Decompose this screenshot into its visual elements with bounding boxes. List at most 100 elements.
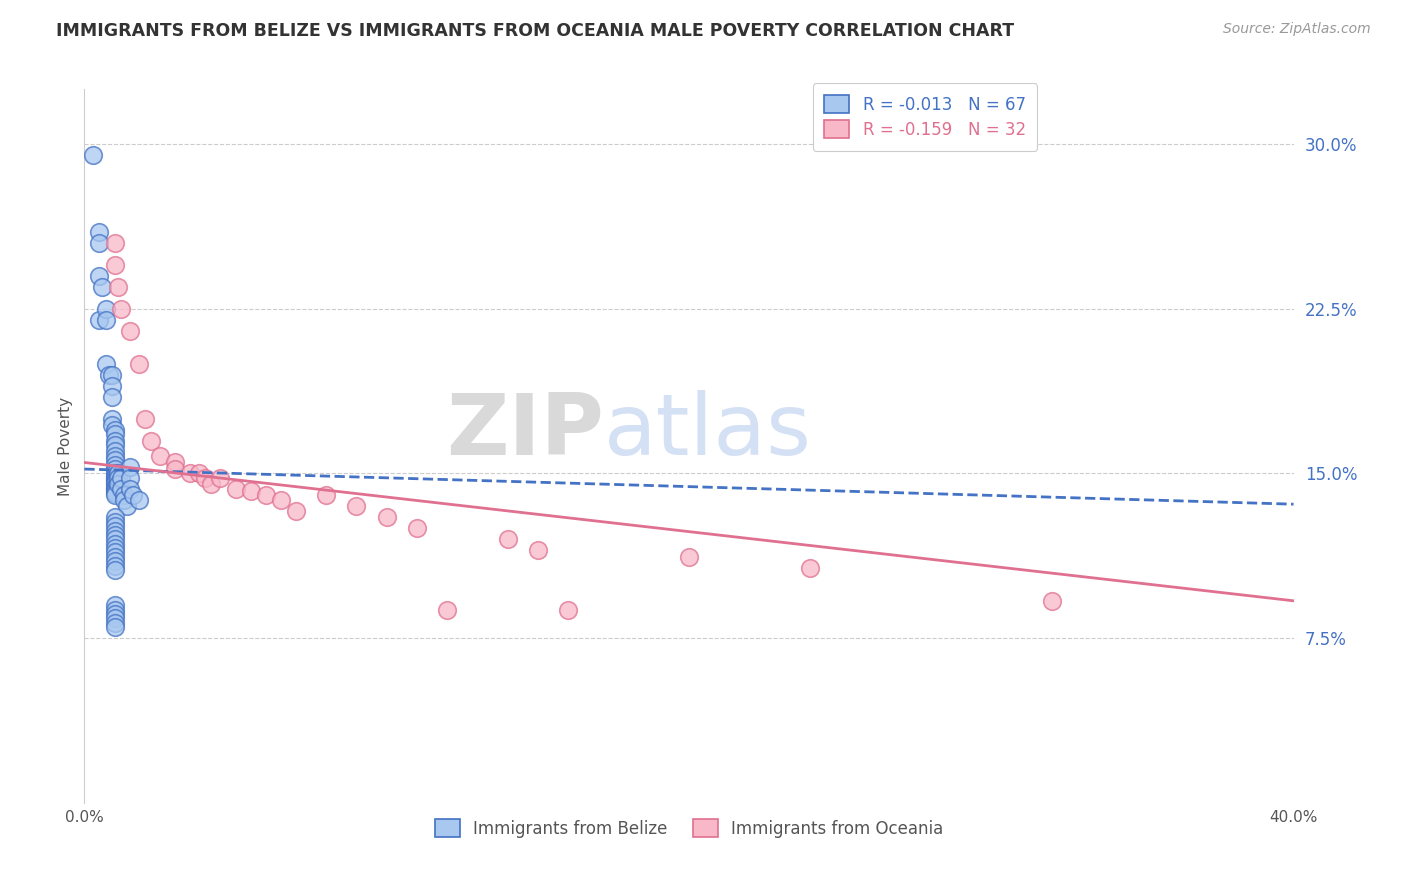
- Point: [104, 563, 127, 577]
- Point: [194, 471, 217, 485]
- Point: [315, 488, 337, 502]
- Point: [104, 515, 127, 529]
- Point: [115, 500, 138, 514]
- Point: [104, 549, 127, 564]
- Text: atlas: atlas: [605, 390, 813, 474]
- Point: [107, 280, 129, 294]
- Text: Source: ZipAtlas.com: Source: ZipAtlas.com: [1223, 22, 1371, 37]
- Point: [527, 543, 550, 558]
- Point: [104, 462, 127, 476]
- Point: [104, 541, 127, 555]
- Point: [91, 280, 114, 294]
- Point: [107, 471, 129, 485]
- Point: [104, 235, 127, 250]
- Point: [128, 357, 150, 371]
- Point: [104, 554, 127, 568]
- Point: [100, 418, 122, 433]
- Point: [94, 312, 117, 326]
- Point: [94, 301, 117, 316]
- Point: [346, 500, 368, 514]
- Point: [104, 533, 127, 547]
- Point: [209, 471, 232, 485]
- Point: [104, 482, 127, 496]
- Text: IMMIGRANTS FROM BELIZE VS IMMIGRANTS FROM OCEANIA MALE POVERTY CORRELATION CHART: IMMIGRANTS FROM BELIZE VS IMMIGRANTS FRO…: [56, 22, 1014, 40]
- Point: [104, 611, 127, 625]
- Point: [139, 434, 162, 448]
- Point: [225, 482, 247, 496]
- Point: [128, 492, 150, 507]
- Point: [89, 225, 111, 239]
- Point: [165, 462, 187, 476]
- Point: [104, 477, 127, 491]
- Point: [104, 438, 127, 452]
- Point: [104, 545, 127, 559]
- Point: [89, 312, 111, 326]
- Point: [200, 477, 222, 491]
- Point: [104, 467, 127, 481]
- Point: [104, 620, 127, 634]
- Point: [104, 598, 127, 612]
- Point: [89, 268, 111, 283]
- Point: [118, 459, 141, 474]
- Point: [239, 483, 262, 498]
- Point: [104, 480, 127, 494]
- Point: [270, 492, 292, 507]
- Point: [97, 368, 120, 382]
- Point: [134, 411, 156, 425]
- Point: [118, 471, 141, 485]
- Point: [104, 615, 127, 630]
- Point: [496, 533, 519, 547]
- Y-axis label: Male Poverty: Male Poverty: [58, 396, 73, 496]
- Point: [89, 235, 111, 250]
- Point: [104, 468, 127, 483]
- Point: [104, 449, 127, 463]
- Point: [375, 510, 398, 524]
- Point: [104, 471, 127, 485]
- Point: [110, 482, 132, 496]
- Point: [104, 434, 127, 448]
- Point: [107, 477, 129, 491]
- Point: [188, 467, 211, 481]
- Point: [110, 301, 132, 316]
- Point: [254, 488, 277, 502]
- Point: [557, 602, 579, 616]
- Point: [100, 390, 122, 404]
- Point: [112, 492, 135, 507]
- Point: [100, 411, 122, 425]
- Point: [104, 558, 127, 573]
- Point: [104, 510, 127, 524]
- Point: [118, 482, 141, 496]
- Point: [112, 488, 135, 502]
- Point: [104, 423, 127, 437]
- Point: [104, 483, 127, 498]
- Point: [104, 524, 127, 538]
- Point: [104, 607, 127, 621]
- Point: [104, 473, 127, 487]
- Point: [1040, 594, 1063, 608]
- Point: [104, 458, 127, 472]
- Point: [799, 561, 821, 575]
- Point: [110, 471, 132, 485]
- Point: [678, 549, 700, 564]
- Point: [100, 368, 122, 382]
- Point: [107, 467, 129, 481]
- Point: [104, 519, 127, 533]
- Point: [94, 357, 117, 371]
- Point: [104, 444, 127, 458]
- Point: [104, 528, 127, 542]
- Point: [100, 378, 122, 392]
- Point: [436, 602, 458, 616]
- Point: [104, 486, 127, 500]
- Point: [285, 504, 308, 518]
- Point: [104, 537, 127, 551]
- Point: [165, 455, 187, 469]
- Point: [104, 602, 127, 616]
- Point: [121, 488, 143, 502]
- Point: [149, 449, 172, 463]
- Point: [179, 467, 201, 481]
- Text: ZIP: ZIP: [447, 390, 605, 474]
- Point: [104, 475, 127, 490]
- Point: [104, 258, 127, 272]
- Point: [406, 521, 429, 535]
- Point: [104, 453, 127, 467]
